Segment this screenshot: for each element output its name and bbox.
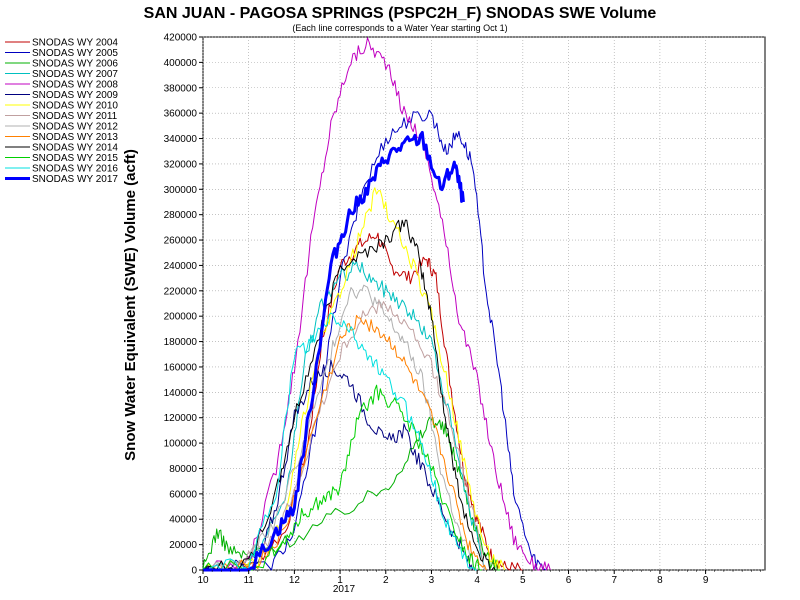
series-group xyxy=(202,37,551,572)
legend-label: SNODAS WY 2004 xyxy=(32,38,118,49)
series-line-snodas-wy-2014 xyxy=(202,219,496,571)
y-tick-label: 160000 xyxy=(164,362,198,373)
x-year-label: 2017 xyxy=(333,584,356,595)
y-tick-label: 40000 xyxy=(169,515,197,526)
y-axis-ticks: 0 20000 40000 60000 80000 100000 120000 140000 1… xyxy=(164,33,203,577)
legend-label: SNODAS WY 2016 xyxy=(32,164,118,175)
y-tick-label: 320000 xyxy=(164,159,198,170)
x-tick-label: 12 xyxy=(289,575,301,586)
legend-label: SNODAS WY 2010 xyxy=(32,101,118,112)
series-line-snodas-wy-2005 xyxy=(202,109,546,571)
legend-label: SNODAS WY 2007 xyxy=(32,69,118,80)
legend-label: SNODAS WY 2013 xyxy=(32,132,118,143)
legend-label: SNODAS WY 2015 xyxy=(32,153,118,164)
y-tick-label: 120000 xyxy=(164,413,198,424)
x-tick-label: 5 xyxy=(520,575,526,586)
legend-label: SNODAS WY 2009 xyxy=(32,90,118,101)
legend-label: SNODAS WY 2011 xyxy=(32,111,118,122)
series-line-snodas-wy-2016 xyxy=(203,312,478,571)
y-tick-label: 60000 xyxy=(169,489,197,500)
y-tick-label: 0 xyxy=(191,566,197,577)
series-line-snodas-wy-2017 xyxy=(203,130,465,572)
y-tick-label: 100000 xyxy=(164,439,198,450)
x-tick-label: 2 xyxy=(383,575,389,586)
y-tick-label: 180000 xyxy=(164,337,198,348)
series-line-snodas-wy-2010 xyxy=(202,187,506,571)
y-tick-label: 140000 xyxy=(164,388,198,399)
legend-label: SNODAS WY 2017 xyxy=(32,174,118,185)
x-tick-label: 9 xyxy=(703,575,709,586)
legend-label: SNODAS WY 2005 xyxy=(32,48,118,59)
series-line-snodas-wy-2012 xyxy=(203,284,478,571)
series-line-snodas-wy-2013 xyxy=(202,314,487,571)
y-tick-label: 280000 xyxy=(164,210,198,221)
y-tick-label: 420000 xyxy=(164,33,198,44)
y-tick-label: 240000 xyxy=(164,261,198,272)
y-tick-label: 300000 xyxy=(164,185,198,196)
x-tick-label: 1 xyxy=(337,575,343,586)
y-tick-label: 220000 xyxy=(164,286,198,297)
series-line-snodas-wy-2015 xyxy=(202,384,482,571)
x-tick-label: 3 xyxy=(429,575,435,586)
y-tick-label: 20000 xyxy=(169,540,197,551)
y-tick-label: 200000 xyxy=(164,312,198,323)
y-tick-label: 360000 xyxy=(164,109,198,120)
x-axis-ticks: 10 11 12 1 2 3 4 5 6 7 8 9 xyxy=(197,570,761,586)
y-tick-label: 380000 xyxy=(164,83,198,94)
legend-label: SNODAS WY 2008 xyxy=(32,80,118,91)
x-tick-label: 7 xyxy=(611,575,617,586)
x-tick-label: 8 xyxy=(657,575,663,586)
plot-background xyxy=(202,36,766,571)
plot-area: 0 20000 40000 60000 80000 100000 120000 140000 1… xyxy=(164,33,766,586)
series-line-snodas-wy-2008 xyxy=(203,37,551,571)
legend-label: SNODAS WY 2014 xyxy=(32,143,118,154)
y-tick-label: 260000 xyxy=(164,236,198,247)
y-tick-label: 400000 xyxy=(164,58,198,69)
series-line-snodas-wy-2007 xyxy=(203,260,487,571)
chart-subtitle: (Each line corresponds to a Water Year s… xyxy=(292,23,507,33)
x-tick-label: 10 xyxy=(197,575,209,586)
legend-label: SNODAS WY 2012 xyxy=(32,122,118,133)
y-tick-label: 80000 xyxy=(169,464,197,475)
x-tick-label: 6 xyxy=(566,575,572,586)
y-tick-label: 340000 xyxy=(164,134,198,145)
x-tick-label: 4 xyxy=(474,575,480,586)
legend-label: SNODAS WY 2006 xyxy=(32,59,118,70)
y-axis-label: Snow Water Equivalent (SWE) Volume (acft… xyxy=(122,149,139,461)
x-tick-label: 11 xyxy=(243,575,254,586)
chart-title: SAN JUAN - PAGOSA SPRINGS (PSPC2H_F) SNO… xyxy=(144,5,657,22)
